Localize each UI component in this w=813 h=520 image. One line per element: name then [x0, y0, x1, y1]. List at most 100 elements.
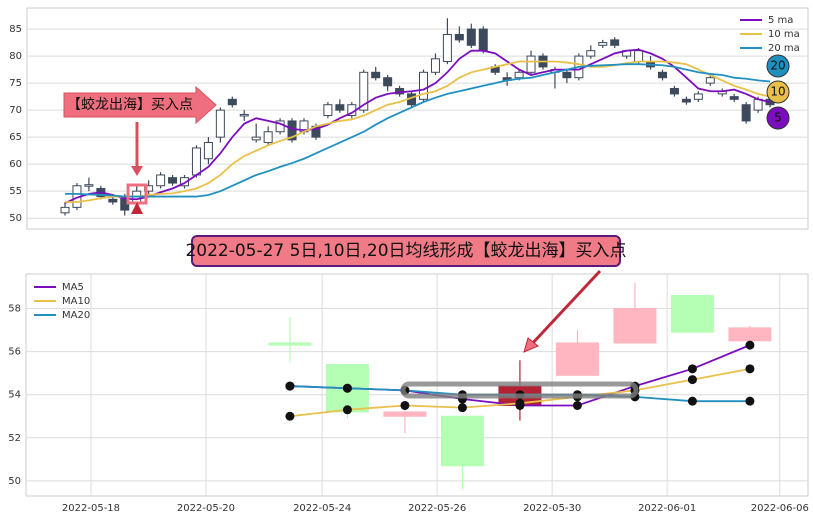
candle-body — [610, 39, 620, 46]
candle-body — [383, 411, 427, 417]
banner-arrow — [528, 269, 602, 348]
y-tick-label: 75 — [9, 78, 22, 89]
candle-body — [108, 198, 118, 203]
legend-label: MA20 — [62, 310, 90, 321]
y-tick-label: 55 — [9, 186, 22, 197]
candle-body — [693, 93, 703, 100]
banner-title: 2022-05-27 5日,10日,20日均线形成【蛟龙出海】买入点 — [185, 241, 626, 261]
y-tick-label: 50 — [8, 476, 21, 487]
candle-body — [239, 113, 249, 117]
end-marker-label: 5 — [774, 111, 782, 125]
ma-dot — [745, 364, 755, 374]
candle-body — [84, 184, 94, 187]
candle-body — [180, 177, 189, 187]
bottom-frame — [25, 273, 809, 497]
candle-body — [335, 104, 345, 111]
candle-body — [440, 415, 484, 467]
candle-body — [454, 33, 464, 41]
x-tick-label: 2022-05-20 — [177, 503, 235, 514]
candle-body — [562, 71, 572, 79]
candle-body — [586, 50, 596, 57]
legend-label: 10 ma — [768, 29, 800, 40]
ma-dot — [342, 405, 352, 415]
end-marker-label: 10 — [770, 85, 785, 99]
candle-body — [670, 295, 714, 333]
candle-body — [268, 342, 312, 346]
y-tick-label: 65 — [9, 132, 22, 143]
legend-label: MA10 — [62, 296, 90, 307]
candle-body — [478, 28, 488, 52]
ma-line — [65, 63, 771, 198]
candle-body — [430, 58, 440, 73]
legend-label: 5 ma — [768, 15, 793, 26]
candle-body — [442, 33, 452, 62]
candle-body — [215, 109, 225, 138]
ma-dot — [745, 396, 755, 406]
x-tick-label: 2022-05-18 — [62, 503, 120, 514]
ma-line — [64, 48, 771, 204]
ma-dot — [687, 375, 697, 385]
y-tick-label: 58 — [8, 303, 21, 314]
end-marker-label: 20 — [770, 59, 785, 73]
candle-body — [728, 327, 772, 342]
candle-body — [383, 77, 393, 87]
candle-body — [669, 88, 679, 95]
ma-dot — [400, 400, 410, 410]
end-marker — [766, 80, 790, 104]
ma-dot — [687, 364, 697, 374]
y-tick-label: 54 — [8, 390, 21, 401]
candle-body — [634, 50, 644, 62]
candle-body — [203, 142, 213, 160]
highlight-ellipse — [400, 381, 639, 399]
banner — [191, 235, 621, 267]
candle-body — [227, 98, 237, 106]
y-tick-label: 60 — [9, 159, 22, 170]
ma-dot — [687, 396, 697, 406]
candle-body — [741, 104, 751, 122]
candle-body — [514, 71, 524, 79]
candle-body — [371, 71, 381, 79]
ma-dot — [572, 400, 582, 410]
candle-body — [598, 42, 608, 46]
ma-dot — [342, 383, 352, 393]
candle-body — [705, 77, 715, 84]
plot-layer: 50 55 60 65 70 75 80 85 5 10 20 5 ma 10 ma 20 ma 50 52 5… — [8, 15, 809, 514]
candle-body — [60, 206, 70, 214]
candle-body — [263, 131, 273, 144]
candle-body — [156, 174, 166, 187]
ma-dot — [457, 403, 467, 413]
x-tick-label: 2022-05-30 — [523, 503, 581, 514]
candle-body — [753, 98, 763, 111]
candle-body — [466, 28, 476, 46]
y-tick-label: 80 — [9, 51, 22, 62]
legend-label: MA5 — [62, 282, 84, 293]
candle-body — [287, 120, 297, 141]
top-frame — [26, 7, 809, 230]
banner-arrow-head — [523, 337, 539, 353]
candle-body — [555, 342, 599, 376]
annotation-arrow-head — [131, 166, 143, 176]
y-tick-label: 85 — [9, 24, 22, 35]
ma-line — [65, 60, 771, 203]
x-tick-label: 2022-06-01 — [638, 503, 696, 514]
x-tick-label: 2022-06-06 — [751, 503, 809, 514]
candle-body — [526, 55, 536, 73]
candle-body — [729, 96, 739, 100]
candle-body — [613, 307, 657, 344]
candle-body — [681, 98, 691, 103]
ma-dot — [285, 411, 295, 421]
highlight-triangle — [131, 202, 143, 214]
x-tick-label: 2022-05-26 — [408, 503, 466, 514]
ma-dot — [745, 340, 755, 350]
candle-body — [191, 147, 201, 176]
ma-dot — [515, 398, 525, 408]
legend-label: 20 ma — [768, 43, 800, 54]
candle-body — [323, 104, 333, 117]
y-tick-label: 52 — [8, 433, 21, 444]
candle-body — [359, 71, 369, 111]
end-marker — [766, 106, 790, 130]
annotation-arrow-box — [63, 85, 217, 125]
y-tick-label: 70 — [9, 105, 22, 116]
candle-body — [168, 177, 178, 184]
